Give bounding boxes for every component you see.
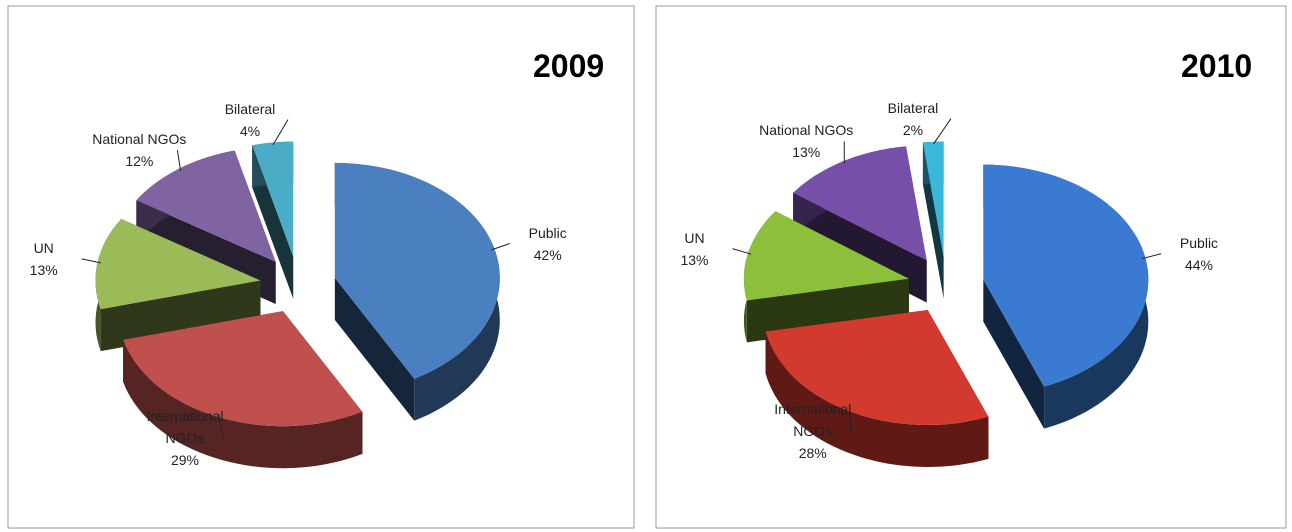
slice-top: [136, 150, 276, 262]
chart-title: 2010: [1181, 48, 1253, 84]
slice-side: [765, 331, 989, 467]
value-label: 29%: [170, 452, 199, 469]
leader-line: [849, 408, 852, 432]
category-label: International NGOs: [146, 408, 224, 447]
category-label: UN: [33, 239, 54, 256]
value-label: 12%: [125, 153, 154, 170]
slice-top: [334, 162, 500, 379]
slice-side: [123, 339, 363, 469]
slice: [922, 141, 944, 299]
slice-wall: [334, 277, 415, 421]
category-label: International NGOs: [774, 401, 852, 440]
data-label: Bilateral 4%: [225, 98, 276, 142]
leader-line: [218, 414, 224, 439]
value-label: 13%: [792, 144, 821, 161]
data-label: National NGOs 12%: [92, 128, 186, 172]
value-label: 4%: [239, 122, 261, 139]
slice-top: [793, 146, 927, 261]
slice-top: [922, 141, 944, 257]
category-label: Bilateral: [224, 100, 276, 117]
data-label: National NGOs 13%: [759, 119, 853, 163]
data-label: Public 42%: [529, 222, 567, 266]
slice: [983, 164, 1149, 429]
leader-line: [176, 150, 182, 171]
data-label: UN 13%: [30, 237, 58, 281]
leader-line: [1142, 253, 1162, 260]
slice-top: [983, 164, 1149, 387]
leader-line: [491, 243, 510, 251]
data-label: Public 44%: [1180, 232, 1218, 276]
category-label: UN: [684, 229, 705, 246]
slice: [95, 218, 261, 352]
slice-top: [252, 141, 294, 257]
slice-top: [765, 309, 989, 425]
data-label: International NGOs 28%: [758, 398, 868, 464]
category-label: National NGOs: [759, 122, 854, 139]
value-label: 13%: [680, 251, 709, 268]
slice-wall: [983, 279, 1045, 429]
leader-line: [272, 119, 289, 146]
value-label: 13%: [29, 261, 58, 278]
leader-line: [81, 258, 101, 264]
slice: [765, 309, 989, 467]
category-label: National NGOs: [92, 131, 187, 148]
slice-top: [95, 218, 261, 310]
slice-top: [743, 211, 909, 301]
leader-line: [933, 118, 952, 145]
value-label: 2%: [902, 121, 924, 138]
value-label: 44%: [1184, 256, 1214, 273]
slice: [334, 162, 500, 421]
data-label: International NGOs 29%: [130, 405, 240, 471]
leader-line: [732, 248, 752, 255]
slice-top: [123, 311, 363, 427]
value-label: 42%: [533, 246, 562, 263]
slice: [123, 311, 363, 469]
data-label: UN 13%: [680, 227, 708, 271]
category-label: Public: [528, 224, 567, 241]
slice: [252, 141, 294, 299]
category-label: Public: [1179, 234, 1219, 251]
value-label: 28%: [798, 445, 827, 462]
slice: [743, 211, 909, 343]
category-label: Bilateral: [887, 99, 939, 116]
chart-title: 2009: [533, 48, 605, 84]
data-label: Bilateral 2%: [888, 97, 939, 141]
